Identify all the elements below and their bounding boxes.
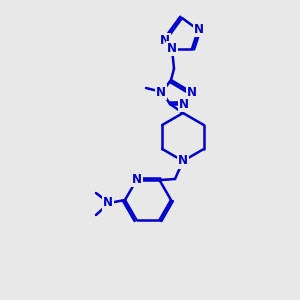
- Text: N: N: [178, 154, 188, 167]
- Text: N: N: [160, 34, 170, 47]
- Text: N: N: [194, 23, 204, 36]
- Text: N: N: [156, 85, 166, 98]
- Text: N: N: [179, 98, 189, 110]
- Text: N: N: [103, 196, 113, 209]
- Text: N: N: [131, 172, 142, 186]
- Text: N: N: [187, 85, 197, 98]
- Text: N: N: [167, 42, 177, 55]
